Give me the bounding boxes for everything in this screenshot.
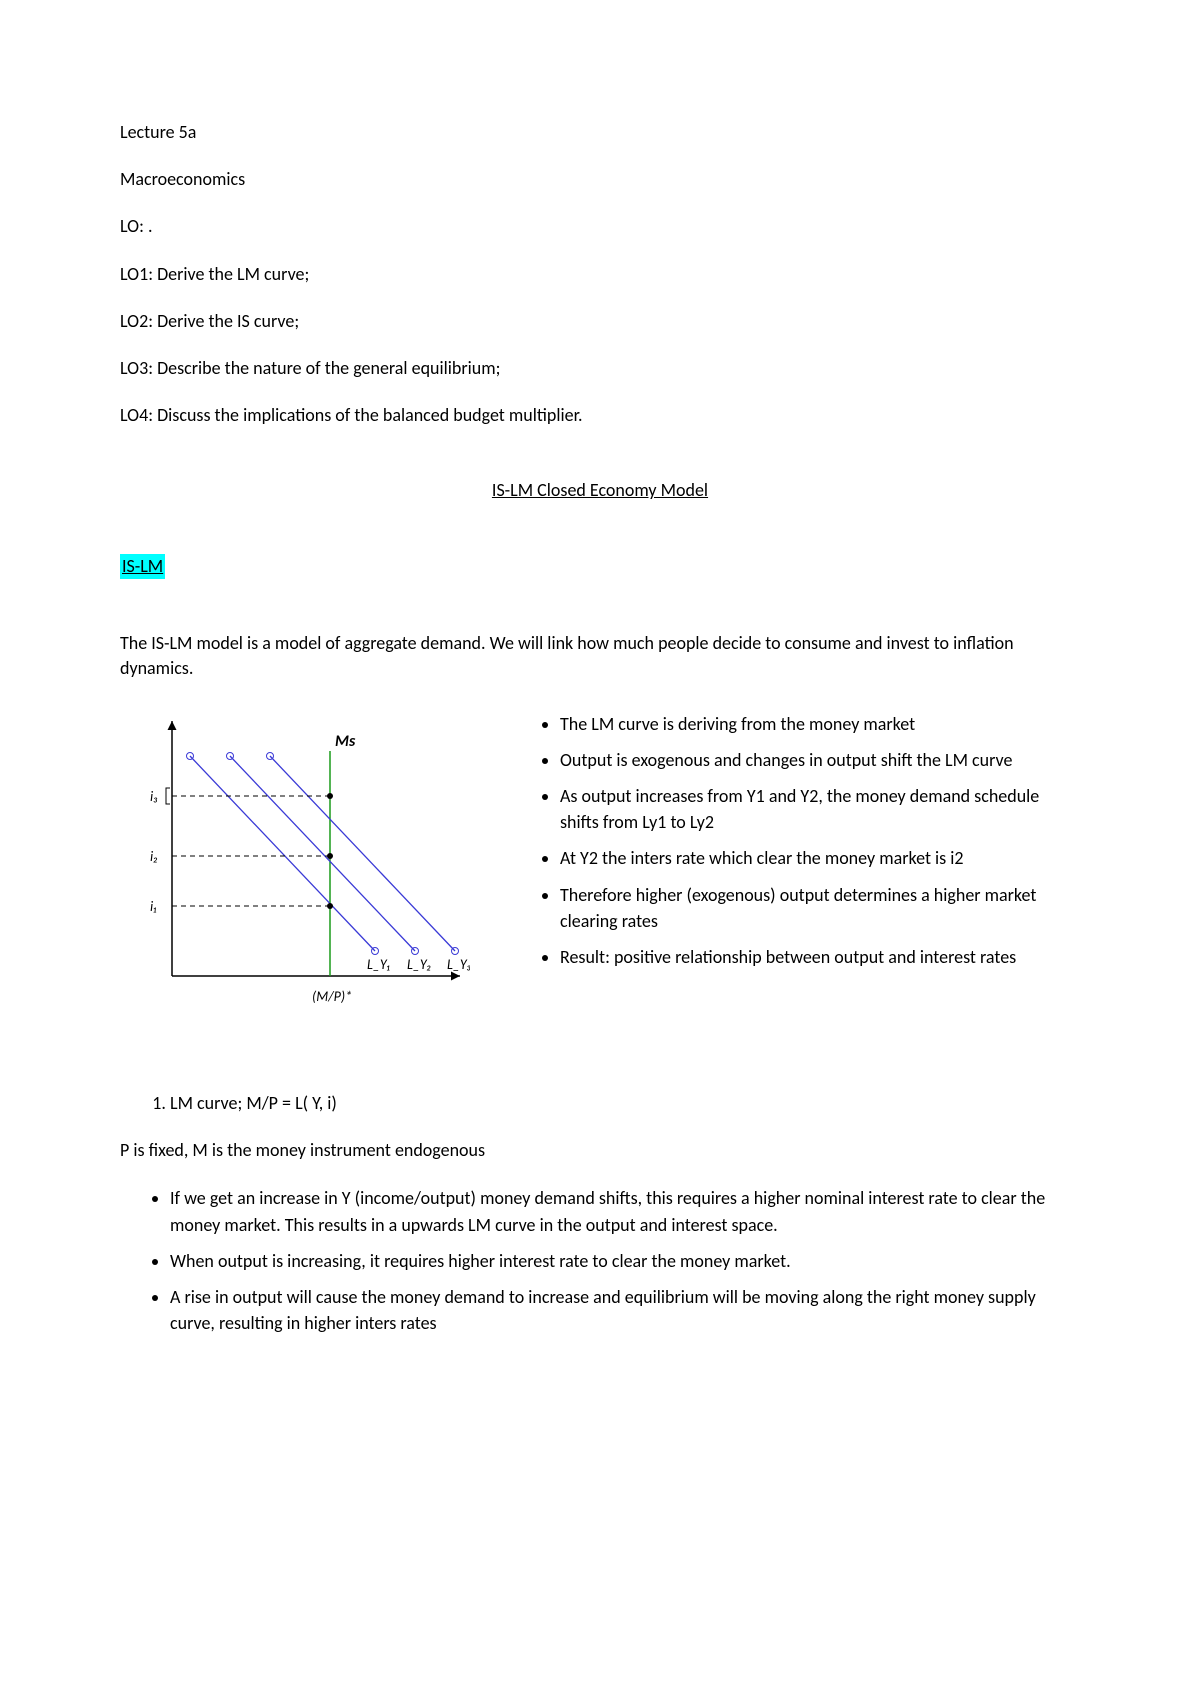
numbered-list: LM curve; M/P = L( Y, i) (120, 1091, 1080, 1116)
lm-bullet-2: As output increases from Y1 and Y2, the … (560, 783, 1080, 835)
lecture-title: Lecture 5a (120, 120, 1080, 145)
islm-intro: The IS-LM model is a model of aggregate … (120, 631, 1080, 681)
lm-bullet-1: Output is exogenous and changes in outpu… (560, 747, 1080, 773)
numbered-item-1: LM curve; M/P = L( Y, i) (170, 1091, 1080, 1116)
lm-bullet-0: The LM curve is deriving from the money … (560, 711, 1080, 737)
lm-bullet-3: At Y2 the inters rate which clear the mo… (560, 845, 1080, 871)
lower-bullet-1: When output is increasing, it requires h… (170, 1248, 1080, 1274)
p-fixed: P is fixed, M is the money instrument en… (120, 1138, 1080, 1163)
svg-text:i₂: i₂ (150, 848, 158, 865)
svg-text:Ms: Ms (335, 732, 356, 751)
lm-bullet-4: Therefore higher (exogenous) output dete… (560, 882, 1080, 934)
lo4: LO4: Discuss the implications of the bal… (120, 403, 1080, 428)
svg-text:L_Y₂: L_Y₂ (407, 956, 431, 973)
lower-bullet-list: If we get an increase in Y (income/outpu… (120, 1185, 1080, 1335)
svg-text:L_Y₁: L_Y₁ (367, 956, 390, 973)
svg-text:i₁: i₁ (150, 898, 157, 915)
subject-title: Macroeconomics (120, 167, 1080, 192)
islm-heading: IS-LM (120, 554, 165, 579)
lo3: LO3: Describe the nature of the general … (120, 356, 1080, 381)
lower-bullet-0: If we get an increase in Y (income/outpu… (170, 1185, 1080, 1237)
lo1: LO1: Derive the LM curve; (120, 262, 1080, 287)
lower-bullet-2: A rise in output will cause the money de… (170, 1284, 1080, 1336)
svg-text:L_Y₃: L_Y₃ (447, 956, 470, 973)
section-title: IS-LM Closed Economy Model (120, 478, 1080, 503)
lo-label: LO: . (120, 214, 1080, 239)
lm-chart: Ms i₃ i₂ i₁ L_Y₁ L_Y₂ L_Y₃ (M/P)* (120, 711, 470, 1021)
lo2: LO2: Derive the IS curve; (120, 309, 1080, 334)
lm-bullet-list: The LM curve is deriving from the money … (510, 711, 1080, 970)
svg-text:i₃: i₃ (150, 788, 158, 805)
lm-bullet-5: Result: positive relationship between ou… (560, 944, 1080, 970)
svg-text:(M/P)*: (M/P)* (312, 988, 352, 1005)
